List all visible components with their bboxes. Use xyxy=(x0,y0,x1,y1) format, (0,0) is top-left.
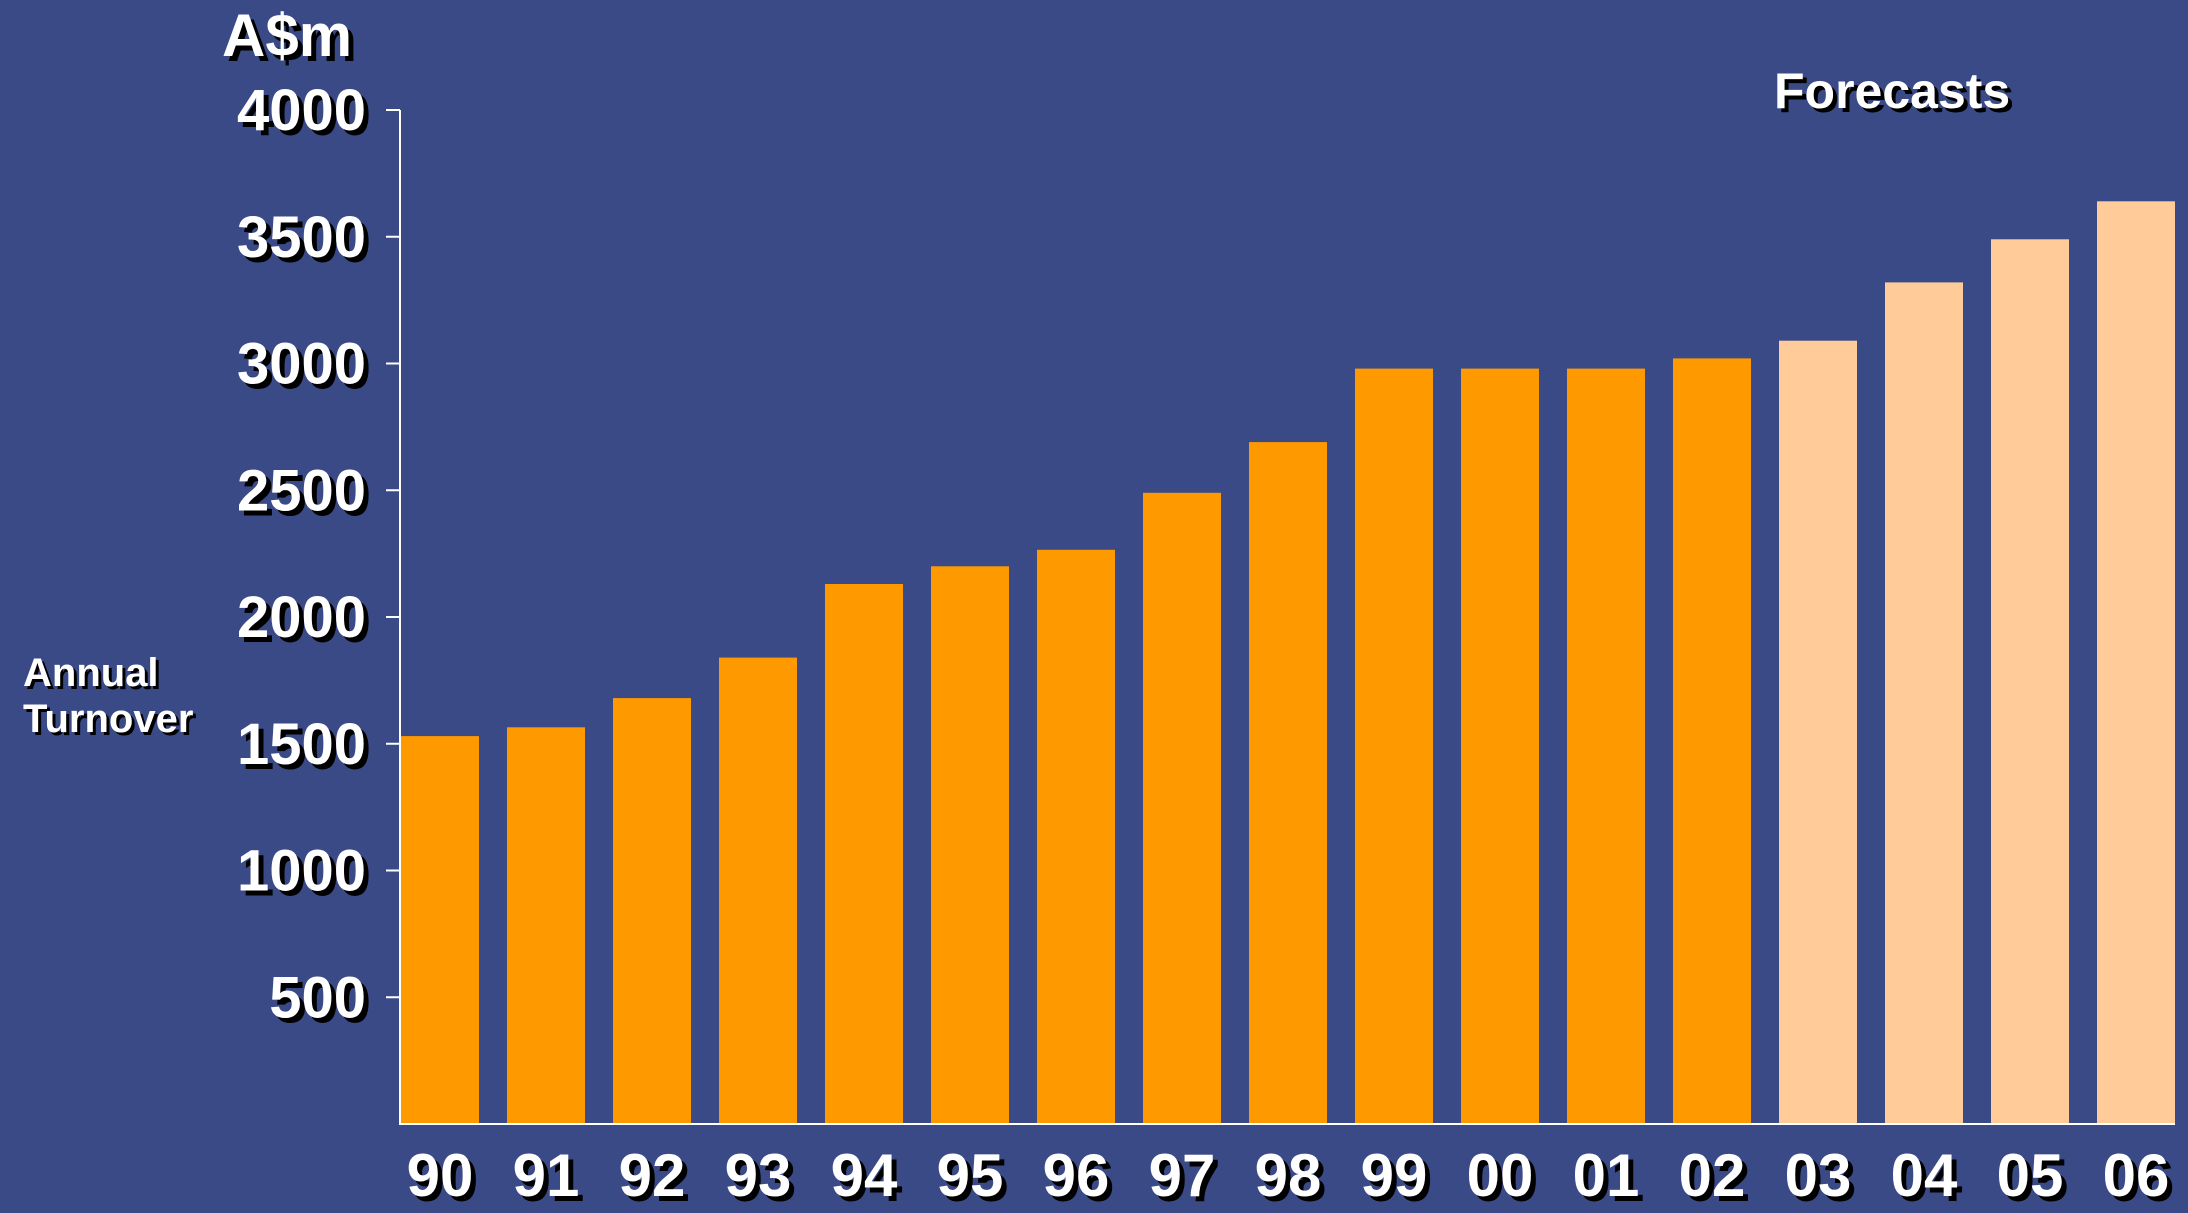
y-tick-label-shadow: 500 xyxy=(274,970,371,1035)
x-tick-label: 95 xyxy=(937,1142,1004,1209)
x-tick-label-shadow: 05 xyxy=(2002,1147,2069,1213)
y-tick-label-shadow: 2000 xyxy=(242,590,371,655)
y-tick-label-shadow: 3000 xyxy=(242,337,371,402)
forecast-bar xyxy=(1885,282,1963,1124)
actual-bar xyxy=(719,657,797,1124)
y-tick-label: 1000 xyxy=(237,839,366,904)
actual-bar xyxy=(401,736,479,1124)
x-tick-label-shadow: 95 xyxy=(942,1147,1009,1213)
x-tick-label-shadow: 91 xyxy=(518,1147,585,1213)
y-axis-label-shadow: Turnover xyxy=(26,700,196,744)
actual-bar xyxy=(1567,368,1645,1125)
x-tick-label: 96 xyxy=(1043,1142,1110,1209)
x-tick-label: 90 xyxy=(407,1142,474,1209)
actual-bar xyxy=(825,584,903,1124)
actual-bar xyxy=(1143,492,1221,1124)
y-tick-label-shadow: 1000 xyxy=(242,844,371,909)
y-tick-label-shadow: 1500 xyxy=(242,717,371,782)
x-tick-label: 94 xyxy=(831,1142,898,1209)
x-tick-label-shadow: 01 xyxy=(1578,1147,1645,1213)
x-tick-label: 93 xyxy=(725,1142,792,1209)
x-tick-label: 02 xyxy=(1679,1142,1746,1209)
x-tick-label-shadow: 98 xyxy=(1260,1147,1327,1213)
x-tick-label-shadow: 93 xyxy=(730,1147,797,1213)
forecast-bar xyxy=(1991,239,2069,1125)
forecast-bar xyxy=(1779,340,1857,1124)
actual-bar xyxy=(1355,368,1433,1125)
axes-group xyxy=(386,109,2175,1125)
x-tick-label-shadow: 92 xyxy=(624,1147,691,1213)
x-tick-label-shadow: 94 xyxy=(836,1147,903,1213)
y-tick-label-shadow: 2500 xyxy=(242,463,371,528)
forecasts-annotation: Forecasts xyxy=(1774,63,2010,119)
x-tick-label-shadow: 06 xyxy=(2108,1147,2175,1213)
actual-bar xyxy=(1037,549,1115,1124)
x-tick-label: 06 xyxy=(2103,1142,2170,1209)
x-tick-label-shadow: 03 xyxy=(1790,1147,1857,1213)
actual-bar xyxy=(1673,358,1751,1124)
y-tick-label-shadow: 4000 xyxy=(242,83,371,148)
y-tick-label: 1500 xyxy=(237,712,366,777)
x-tick-label-shadow: 99 xyxy=(1366,1147,1433,1213)
y-tick-label: 2000 xyxy=(237,585,366,650)
x-tick-label: 91 xyxy=(513,1142,580,1209)
x-tick-label: 00 xyxy=(1467,1142,1534,1209)
y-tick-label: 3000 xyxy=(237,332,366,397)
y-axis-label-line: Annual xyxy=(23,651,159,695)
y-tick-label: 2500 xyxy=(237,458,366,523)
x-tick-label: 99 xyxy=(1361,1142,1428,1209)
unit-label-shadow: A$m xyxy=(227,7,357,74)
y-tick-label: 500 xyxy=(269,965,366,1030)
x-tick-label: 05 xyxy=(1997,1142,2064,1209)
bars-group xyxy=(401,201,2175,1125)
actual-bar xyxy=(613,698,691,1124)
y-axis-label-line: Turnover xyxy=(23,697,193,741)
x-tick-label-shadow: 02 xyxy=(1684,1147,1751,1213)
actual-bar xyxy=(507,727,585,1124)
actual-bar xyxy=(1461,368,1539,1125)
forecasts-annotation-shadow: Forecasts xyxy=(1778,67,2014,123)
x-tick-label: 01 xyxy=(1573,1142,1640,1209)
x-tick-label-shadow: 97 xyxy=(1154,1147,1221,1213)
x-tick-label: 92 xyxy=(619,1142,686,1209)
x-tick-label: 97 xyxy=(1149,1142,1216,1209)
y-tick-label: 3500 xyxy=(237,205,366,270)
y-tick-label-shadow: 3500 xyxy=(242,210,371,275)
actual-bar xyxy=(1249,442,1327,1125)
y-axis-label-shadow: Annual xyxy=(26,654,162,698)
x-tick-label: 98 xyxy=(1255,1142,1322,1209)
x-tick-label-shadow: 04 xyxy=(1896,1147,1963,1213)
x-tick-label-shadow: 90 xyxy=(412,1147,479,1213)
x-tick-label: 04 xyxy=(1891,1142,1958,1209)
forecast-bar xyxy=(2097,201,2175,1125)
x-tick-label-shadow: 96 xyxy=(1048,1147,1115,1213)
x-tick-label-shadow: 00 xyxy=(1472,1147,1539,1213)
actual-bar xyxy=(931,566,1009,1124)
x-tick-label: 03 xyxy=(1785,1142,1852,1209)
y-tick-label: 4000 xyxy=(237,78,366,143)
unit-label: A$m xyxy=(222,2,352,69)
